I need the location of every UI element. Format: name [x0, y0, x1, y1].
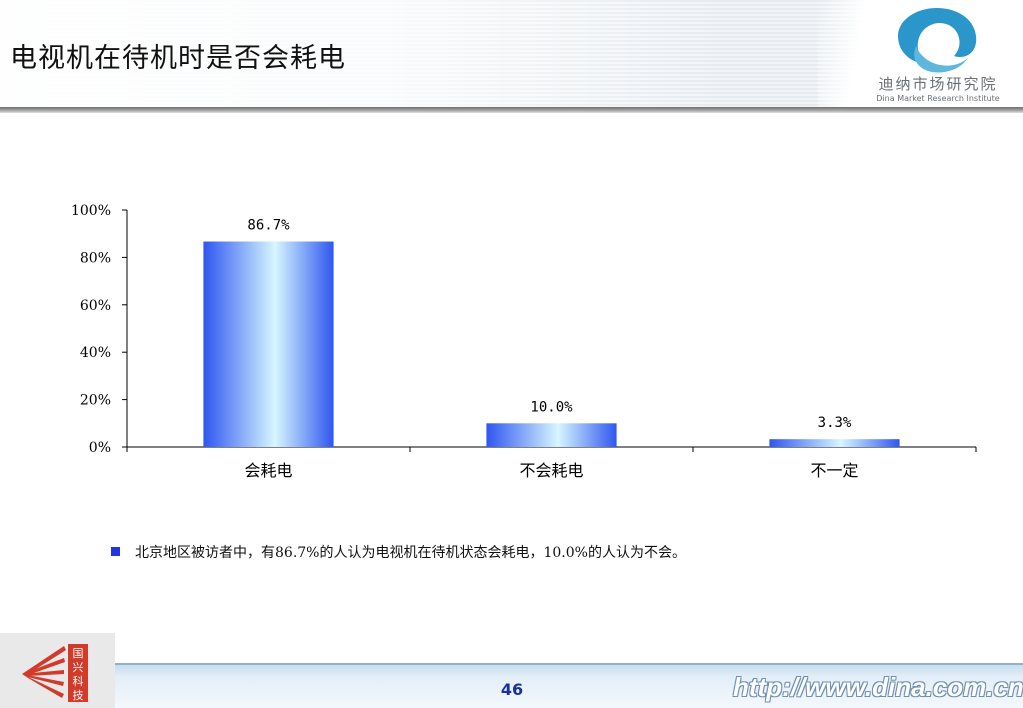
summary-text: 北京地区被访者中，有86.7%的人认为电视机在待机状态会耗电，10.0%的人认为… [135, 545, 686, 561]
footer-logo-panel [0, 633, 115, 708]
dina-logo-icon [898, 8, 977, 73]
y-tick-label: 80% [80, 250, 111, 266]
y-tick-label: 0% [89, 440, 111, 456]
svg-text:国: 国 [73, 647, 84, 660]
x-category-label: 不一定 [810, 461, 858, 480]
brand-name: 迪纳市场研究院 [878, 75, 998, 93]
bullet-square-icon [111, 547, 120, 556]
y-tick-label: 100% [71, 203, 111, 219]
header-fade [0, 0, 720, 108]
y-tick-label: 40% [80, 345, 111, 361]
data-label: 86.7% [247, 218, 290, 234]
data-label: 3.3% [818, 415, 852, 431]
bar-2 [486, 423, 617, 447]
chart-bars [203, 241, 900, 447]
guoxing-logo-icon: 国 兴 科 技 [22, 644, 88, 702]
svg-text:兴: 兴 [73, 661, 84, 674]
chart-labels: 0% 20% 40% 60% 80% 100% 86.7% 会耗电 10.0% 不会耗电 3.3% 不… [71, 203, 859, 480]
brand-subtitle: Dina Market Research Institute [876, 94, 1000, 103]
footer-band [115, 663, 1023, 708]
y-tick-label: 20% [80, 393, 111, 409]
x-category-label: 不会耗电 [519, 461, 583, 480]
bar-3 [769, 439, 900, 447]
header-divider [0, 107, 1023, 113]
footer-url[interactable]: http://www.dina.com.cn [733, 672, 1023, 702]
page-title: 电视机在待机时是否会耗电 [10, 43, 346, 74]
bar-1 [203, 241, 334, 447]
svg-text:科: 科 [73, 674, 84, 688]
data-label: 10.0% [530, 399, 573, 415]
page-number: 46 [500, 680, 524, 699]
y-tick-label: 60% [80, 298, 111, 314]
x-category-label: 会耗电 [244, 461, 292, 480]
svg-text:技: 技 [73, 689, 84, 702]
